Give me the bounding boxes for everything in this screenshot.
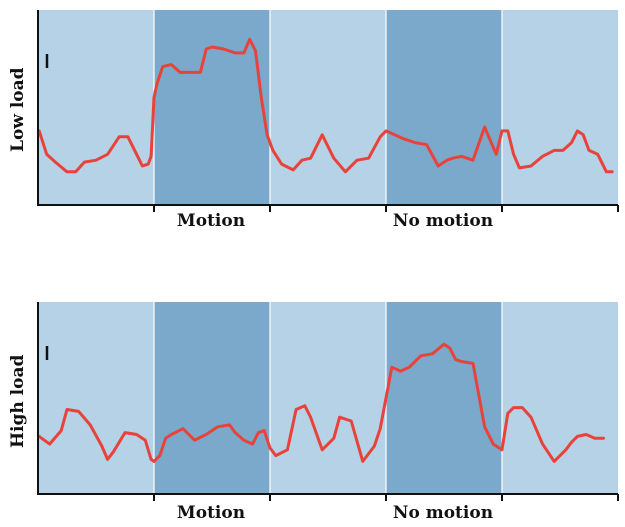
band-baseline-4 [502, 10, 618, 205]
low-load-panel: Low load Motion No motion [0, 0, 625, 260]
band-motion [154, 10, 270, 205]
x-label-no-motion: No motion [392, 503, 494, 523]
low-load-chart [37, 10, 619, 212]
y-axis-label: High load [8, 354, 28, 448]
band-baseline-0 [38, 10, 154, 205]
band-no-motion [386, 10, 502, 205]
series-line [37, 342, 605, 463]
high-load-panel: High load Motion No motion [0, 280, 625, 527]
band-baseline-2 [270, 10, 386, 205]
x-label-motion: Motion [176, 503, 246, 523]
band-baseline-0 [38, 302, 154, 494]
y-axis-label: Low load [8, 67, 28, 152]
x-label-motion: Motion [176, 211, 246, 231]
x-label-no-motion: No motion [392, 211, 494, 231]
high-load-chart [37, 302, 619, 501]
band-motion [154, 302, 270, 494]
band-no-motion [386, 302, 502, 494]
series-line [37, 37, 614, 174]
band-baseline-4 [502, 302, 618, 494]
band-baseline-2 [270, 302, 386, 494]
